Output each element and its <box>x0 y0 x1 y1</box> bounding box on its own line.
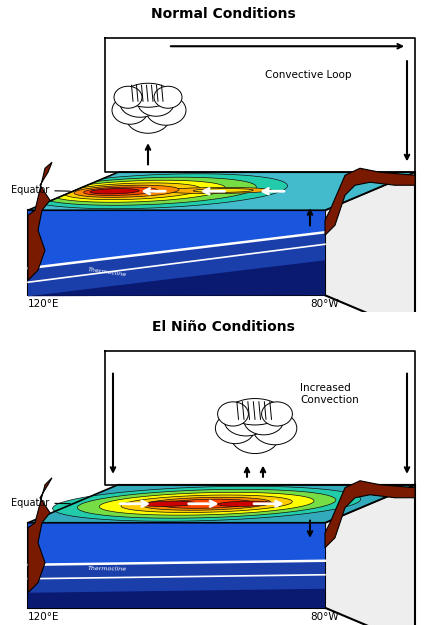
Polygon shape <box>28 210 325 295</box>
Ellipse shape <box>112 96 148 124</box>
Polygon shape <box>51 177 256 205</box>
Polygon shape <box>140 501 195 506</box>
Polygon shape <box>325 481 415 548</box>
Polygon shape <box>99 492 314 515</box>
Polygon shape <box>28 522 325 565</box>
Polygon shape <box>43 174 288 209</box>
Text: Equator: Equator <box>11 498 70 508</box>
Polygon shape <box>121 495 292 512</box>
Polygon shape <box>193 189 253 192</box>
Polygon shape <box>28 478 52 592</box>
Polygon shape <box>28 561 325 592</box>
Ellipse shape <box>229 399 281 425</box>
Ellipse shape <box>253 412 297 445</box>
Ellipse shape <box>120 89 160 118</box>
Ellipse shape <box>215 413 255 444</box>
Text: Thermocline: Thermocline <box>88 566 127 572</box>
Ellipse shape <box>262 402 293 426</box>
Text: Increased
Convection: Increased Convection <box>300 383 359 405</box>
Polygon shape <box>53 486 361 521</box>
Polygon shape <box>28 210 325 268</box>
Polygon shape <box>90 189 139 194</box>
Ellipse shape <box>231 418 279 454</box>
Text: 80°W: 80°W <box>310 612 339 622</box>
Text: Thermocline: Thermocline <box>88 267 128 278</box>
Polygon shape <box>28 232 325 296</box>
Ellipse shape <box>146 95 186 125</box>
Text: Equator: Equator <box>11 185 70 195</box>
Text: 80°W: 80°W <box>310 299 339 309</box>
Ellipse shape <box>114 86 142 108</box>
Polygon shape <box>28 162 52 280</box>
Polygon shape <box>28 260 325 296</box>
Polygon shape <box>28 589 325 608</box>
Polygon shape <box>325 173 415 333</box>
Polygon shape <box>28 210 325 295</box>
Text: Normal Conditions: Normal Conditions <box>151 8 295 21</box>
Ellipse shape <box>244 406 284 435</box>
Polygon shape <box>77 489 336 518</box>
Polygon shape <box>58 180 226 203</box>
Ellipse shape <box>154 86 182 108</box>
Ellipse shape <box>126 101 170 133</box>
Text: 120°E: 120°E <box>28 612 59 622</box>
Polygon shape <box>74 185 179 198</box>
Ellipse shape <box>124 83 172 107</box>
Polygon shape <box>28 522 325 608</box>
Polygon shape <box>65 183 201 199</box>
Polygon shape <box>325 168 415 235</box>
Polygon shape <box>218 501 273 506</box>
Polygon shape <box>83 187 157 196</box>
Polygon shape <box>28 260 325 296</box>
Polygon shape <box>28 173 415 210</box>
Text: 120°E: 120°E <box>28 299 59 309</box>
Polygon shape <box>28 522 325 608</box>
Ellipse shape <box>224 405 268 436</box>
Polygon shape <box>161 499 252 508</box>
Text: El Niño Conditions: El Niño Conditions <box>152 320 294 334</box>
Polygon shape <box>142 498 271 510</box>
Polygon shape <box>163 188 271 194</box>
Polygon shape <box>325 485 415 625</box>
Polygon shape <box>28 485 415 522</box>
Text: Convective Loop: Convective Loop <box>265 70 351 80</box>
Ellipse shape <box>138 90 174 116</box>
Ellipse shape <box>218 402 248 426</box>
